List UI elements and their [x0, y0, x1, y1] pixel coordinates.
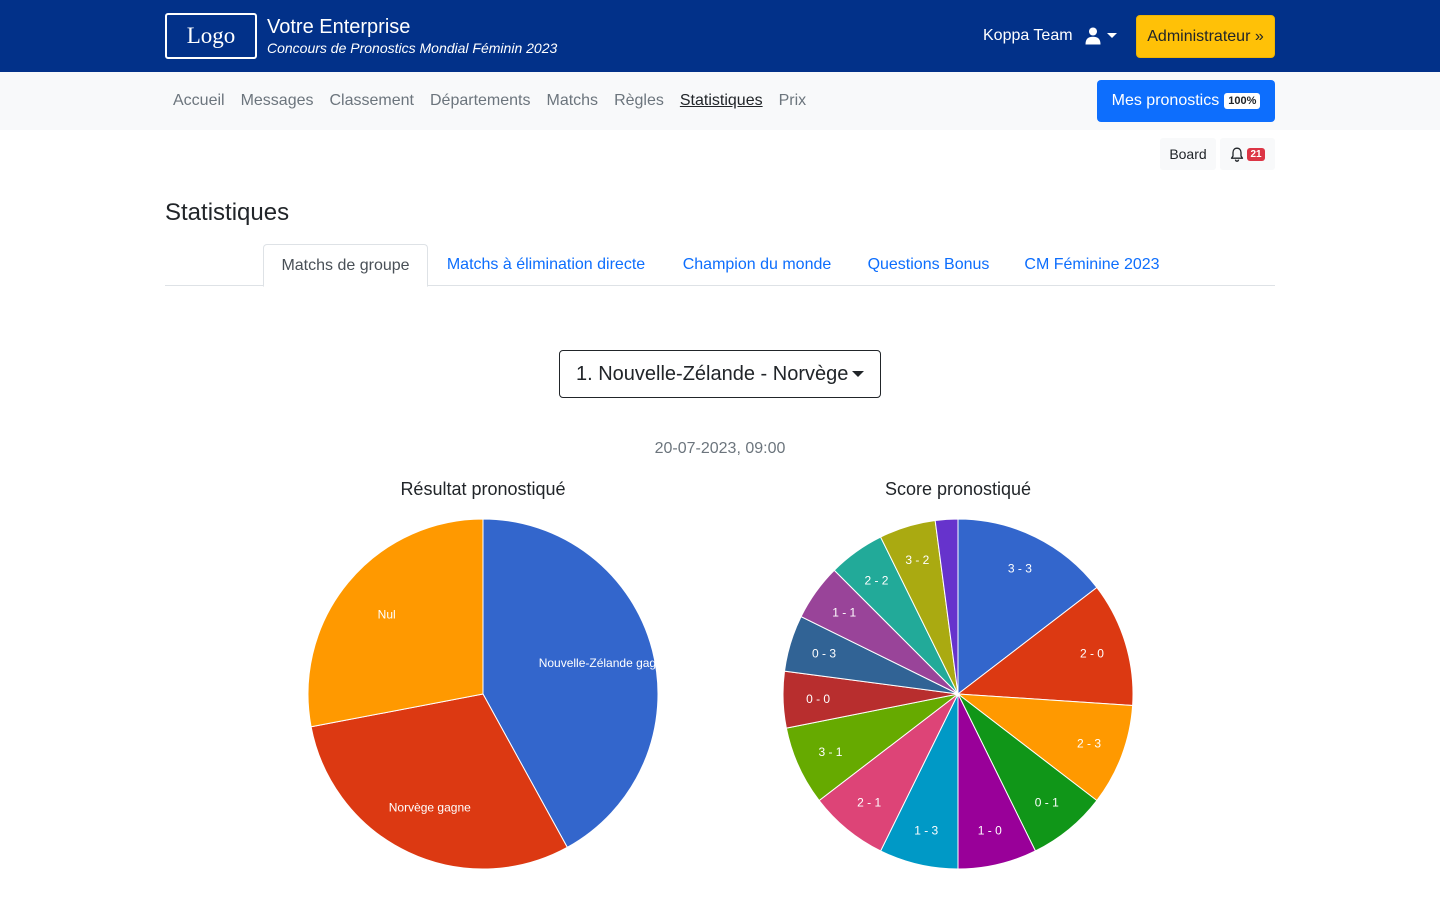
notifications-button[interactable]: 21	[1220, 138, 1275, 170]
nav-link-classement[interactable]: Classement	[329, 92, 414, 109]
pie-slice-label: 1 - 3	[914, 824, 938, 838]
brand-title: Votre Enterprise	[267, 16, 411, 38]
pie-slice-label: 1 - 1	[832, 606, 856, 620]
chevron-down-icon	[1107, 33, 1117, 38]
mes-pronostics-label: Mes pronostics	[1111, 92, 1220, 109]
pie-slice-label: 2 - 2	[864, 573, 888, 587]
page-title: Statistiques	[165, 199, 290, 226]
pie-slice-label: 0 - 3	[812, 647, 836, 661]
main-nav: Accueil Messages Classement Départements Mat…	[0, 72, 1440, 130]
pie-slice[interactable]	[482, 518, 659, 849]
mes-pronostics-button[interactable]: Mes pronostics 100%	[1097, 80, 1275, 122]
nav-link-statistiques[interactable]: Statistiques	[679, 92, 763, 109]
board-button[interactable]: Board	[1160, 138, 1216, 170]
pie-chart-resultat: Nouvelle-Zélande gagne Norvège gagne Nul	[307, 518, 670, 870]
progress-badge: 100%	[1224, 93, 1261, 109]
nav-link-accueil[interactable]: Accueil	[173, 92, 225, 109]
pie-slice-label: Nouvelle-Zélande gagne	[539, 656, 670, 670]
bell-icon	[1231, 147, 1244, 162]
top-header: Logo Votre Enterprise Concours de Pronos…	[0, 0, 1440, 72]
pie-slice-label: 1 - 0	[978, 824, 1002, 838]
team-name: Koppa Team	[983, 27, 1073, 44]
admin-button[interactable]: Administrateur »	[1136, 15, 1275, 58]
match-date: 20-07-2023, 09:00	[654, 440, 786, 457]
pie-slice[interactable]	[956, 693, 1134, 802]
pie-slice-label: Nul	[378, 608, 396, 622]
pie-slice-label: 2 - 1	[857, 795, 881, 809]
notifications-count-badge: 21	[1247, 147, 1265, 161]
pie-slice-label: 3 - 1	[818, 745, 842, 759]
nav-links: Accueil Messages Classement Départements Mat…	[165, 72, 814, 130]
tab-champion-du-monde[interactable]: Champion du monde	[682, 256, 832, 273]
nav-link-regles[interactable]: Règles	[614, 92, 664, 109]
pie-slice[interactable]	[934, 518, 959, 695]
tab-cm-feminine-2023[interactable]: CM Féminine 2023	[1024, 256, 1160, 273]
pie-slice-label: 0 - 0	[806, 692, 830, 706]
user-icon	[1085, 27, 1101, 45]
pie-slice[interactable]	[310, 693, 568, 870]
pie-slice-label: 2 - 3	[1077, 737, 1101, 751]
tab-questions-bonus[interactable]: Questions Bonus	[867, 256, 990, 273]
pie-slice-label: 2 - 0	[1080, 647, 1104, 661]
pie-slice-label: 3 - 3	[1008, 562, 1032, 576]
brand-subtitle: Concours de Pronostics Mondial Féminin 2…	[267, 40, 558, 56]
pie-slice[interactable]	[956, 586, 1134, 706]
pie-slice-label: Norvège gagne	[389, 800, 471, 814]
pie-slice[interactable]	[307, 518, 484, 728]
user-menu-toggle[interactable]	[1085, 24, 1117, 48]
logo[interactable]: Logo	[165, 13, 257, 59]
pie-slice-label: 0 - 1	[1035, 795, 1059, 809]
caret-down-icon	[852, 371, 864, 377]
nav-link-matchs[interactable]: Matchs	[546, 92, 599, 109]
nav-link-messages[interactable]: Messages	[240, 92, 314, 109]
pie-slice[interactable]	[957, 518, 1098, 696]
tab-matchs-elimination-directe[interactable]: Matchs à élimination directe	[446, 256, 646, 273]
stats-tabs: Matchs de groupe Matchs à élimination di…	[165, 244, 1275, 287]
tab-matchs-de-groupe[interactable]: Matchs de groupe	[263, 244, 428, 287]
chart-title-resultat: Résultat pronostiqué	[400, 479, 566, 499]
pie-slice-label: 3 - 2	[905, 553, 929, 567]
nav-link-prix[interactable]: Prix	[778, 92, 807, 109]
match-select[interactable]: 1. Nouvelle-Zélande - Norvège	[559, 350, 881, 398]
match-select-value: 1. Nouvelle-Zélande - Norvège	[576, 362, 849, 385]
nav-link-departements[interactable]: Départements	[429, 92, 531, 109]
chart-title-score: Score pronostiqué	[884, 479, 1032, 499]
pie-chart-score: 3 - 3 2 - 0 2 - 3 0 - 1 1 - 0 1 - 3 2 - 1 3 - 1…	[782, 518, 1134, 870]
